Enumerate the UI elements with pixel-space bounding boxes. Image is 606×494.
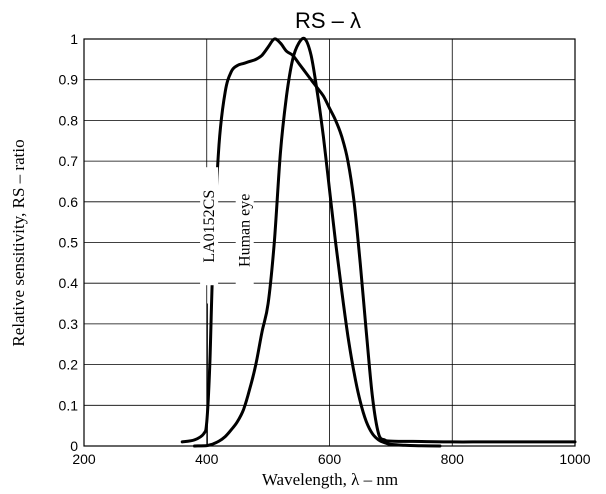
x-tick-labels: 200 400 600 800 1000 <box>72 451 590 467</box>
plot-frame <box>83 38 576 447</box>
curve-label: Human eye <box>237 194 254 267</box>
y-tick-label: 0.7 <box>59 153 79 169</box>
y-tick-label: 0.6 <box>59 194 79 210</box>
curve-label-bg <box>235 171 254 290</box>
x-tick-label: 1000 <box>559 451 590 467</box>
y-tick-label: 0.9 <box>59 72 79 88</box>
y-tick-label: 0.4 <box>59 275 79 291</box>
y-tick-label: 1 <box>70 31 78 47</box>
x-tick-label: 200 <box>72 451 96 467</box>
y-tick-label: 0.3 <box>59 316 79 332</box>
x-tick-label: 600 <box>318 451 342 467</box>
y-tick-labels: 0 0.1 0.2 0.3 0.4 0.5 0.6 0.7 0.8 0.9 1 <box>59 31 79 454</box>
series-line-human-eye <box>193 36 442 448</box>
chart-title: RS – λ <box>295 8 361 33</box>
grid-lines <box>83 38 576 447</box>
y-tick-label: 0 <box>70 438 78 454</box>
curve-labels: LA0152CS Human eye <box>200 167 254 446</box>
y-tick-label: 0.2 <box>59 357 79 373</box>
y-axis-label: Relative sensitivity, RS – ratio <box>9 139 28 346</box>
y-tick-label: 0.8 <box>59 112 79 128</box>
curve-label-bg <box>200 167 219 286</box>
x-tick-label: 800 <box>441 451 465 467</box>
y-tick-label: 0.1 <box>59 397 79 413</box>
x-tick-label: 400 <box>195 451 219 467</box>
series-line-la0152cs <box>180 37 577 444</box>
y-tick-label: 0.5 <box>59 235 79 251</box>
series-lines <box>180 36 577 448</box>
curve-label: LA0152CS <box>201 190 218 263</box>
x-axis-label: Wavelength, λ – nm <box>262 470 398 489</box>
